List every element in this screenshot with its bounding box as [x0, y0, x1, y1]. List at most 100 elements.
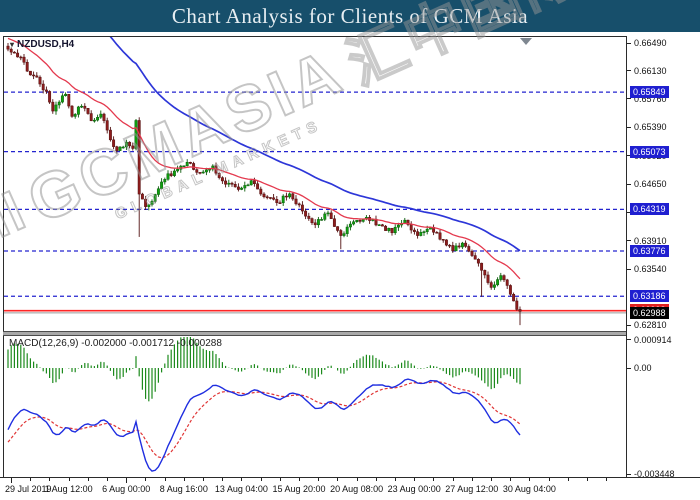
candle-body [489, 282, 493, 288]
price-tick-label: 0.66130 [634, 65, 667, 76]
candle-body [492, 284, 496, 288]
candle-body [131, 145, 135, 149]
candle-body [268, 197, 272, 199]
candle-body [467, 246, 471, 252]
candle-body [425, 228, 429, 232]
macd-indicator-label: MACD(12,26,9) -0.002000 -0.001712 -0.000… [9, 338, 222, 349]
time-tick-mark [68, 478, 70, 481]
time-tick-mark [471, 478, 473, 481]
candle-body [499, 275, 503, 280]
candle-body [121, 146, 125, 149]
candle-body [435, 232, 439, 234]
candle-body [19, 56, 23, 59]
title-banner: Chart Analysis for Clients of GCM Asia [0, 0, 700, 32]
chart-top-border [3, 36, 627, 37]
time-label: 8 Aug 16:00 [159, 484, 208, 494]
candle-body [512, 294, 516, 302]
macd-panel-canvas[interactable]: MACD(12,26,9) -0.002000 -0.001712 -0.000… [4, 336, 626, 477]
candle-body [412, 229, 416, 232]
candle-body [118, 146, 122, 151]
candle-body [320, 219, 324, 221]
candle-body [457, 245, 461, 248]
price-chart-canvas[interactable]: ▾ NZDUSD,H4 [4, 36, 626, 331]
candle-body [70, 105, 74, 117]
candle-body [355, 220, 359, 222]
axis-tick-mark [627, 155, 631, 157]
candle-body [76, 106, 80, 115]
candle-body [64, 93, 68, 96]
time-tick-mark [11, 478, 12, 483]
candle-body [22, 56, 26, 63]
candle-body [25, 61, 29, 72]
price-axis[interactable]: 0.664900.661300.657600.653900.650200.646… [627, 36, 700, 479]
bid-price-label: 0.62988 [630, 307, 669, 320]
candle-body [336, 226, 340, 231]
axis-tick-mark [627, 183, 631, 185]
time-tick-mark [183, 478, 185, 481]
candle-body [166, 173, 170, 180]
time-tick-mark [279, 478, 281, 481]
candle-body [438, 232, 442, 240]
axis-tick-mark [627, 268, 631, 270]
candle-body [6, 45, 10, 50]
time-tick-mark [452, 478, 454, 481]
candle-body [451, 245, 455, 252]
time-tick-mark [491, 478, 492, 481]
candle-body [275, 199, 279, 203]
candle-body [227, 182, 231, 185]
candle-body [329, 212, 333, 220]
candle-body [345, 226, 349, 234]
time-label: 15 Aug 20:00 [272, 484, 326, 494]
candle-body [201, 171, 205, 174]
candle-body [313, 222, 317, 226]
candle-body [150, 201, 154, 205]
candle-body [483, 270, 487, 276]
candle-body [73, 114, 77, 117]
candle-body [108, 129, 112, 141]
candle-body [9, 48, 13, 53]
price-tick-label: 0.64650 [634, 179, 667, 190]
candle-body [342, 233, 346, 236]
candle-body [185, 161, 189, 166]
candle-body [291, 193, 295, 200]
candle-body [57, 101, 61, 106]
time-axis[interactable]: 29 Jul 2019 1 Aug 12:00 6 Aug 00:00 8 Aug 1… [0, 477, 700, 500]
candle-body [182, 165, 186, 167]
fast-ma-line [7, 37, 521, 280]
chevron-down-icon: ▾ [10, 40, 15, 49]
candle-body [294, 198, 298, 205]
time-tick-mark [375, 478, 377, 481]
candle-body [67, 93, 71, 107]
time-tick-mark [164, 478, 166, 481]
candle-body [153, 194, 157, 202]
candle-body [518, 309, 522, 312]
page-title: Chart Analysis for Clients of GCM Asia [171, 3, 529, 28]
candle-body [464, 242, 468, 247]
price-axis-separator [626, 36, 627, 477]
price-tick-label: 0.66490 [634, 38, 667, 48]
candle-body [310, 218, 314, 224]
price-tick-label: 0.65390 [634, 122, 667, 133]
candle-body [140, 193, 144, 200]
candle-body [393, 226, 397, 234]
axis-tick-mark [627, 98, 631, 100]
candle-body [44, 89, 48, 92]
candle-body [220, 177, 224, 182]
candle-body [32, 74, 36, 77]
time-label: 20 Aug 08:00 [330, 484, 384, 494]
time-tick-mark [107, 478, 108, 481]
time-tick-mark [433, 478, 435, 481]
candle-body [51, 101, 55, 112]
candle-body [348, 223, 352, 228]
candle-body [265, 196, 269, 199]
panel-resize-handle[interactable] [3, 331, 626, 336]
candle-body [444, 239, 448, 246]
candle-body [137, 120, 141, 195]
time-tick-mark [337, 478, 339, 481]
candle-body [284, 195, 288, 198]
candle-body [390, 227, 394, 234]
candle-body [246, 184, 250, 187]
level-price-label-blue: 0.63776 [630, 245, 669, 258]
